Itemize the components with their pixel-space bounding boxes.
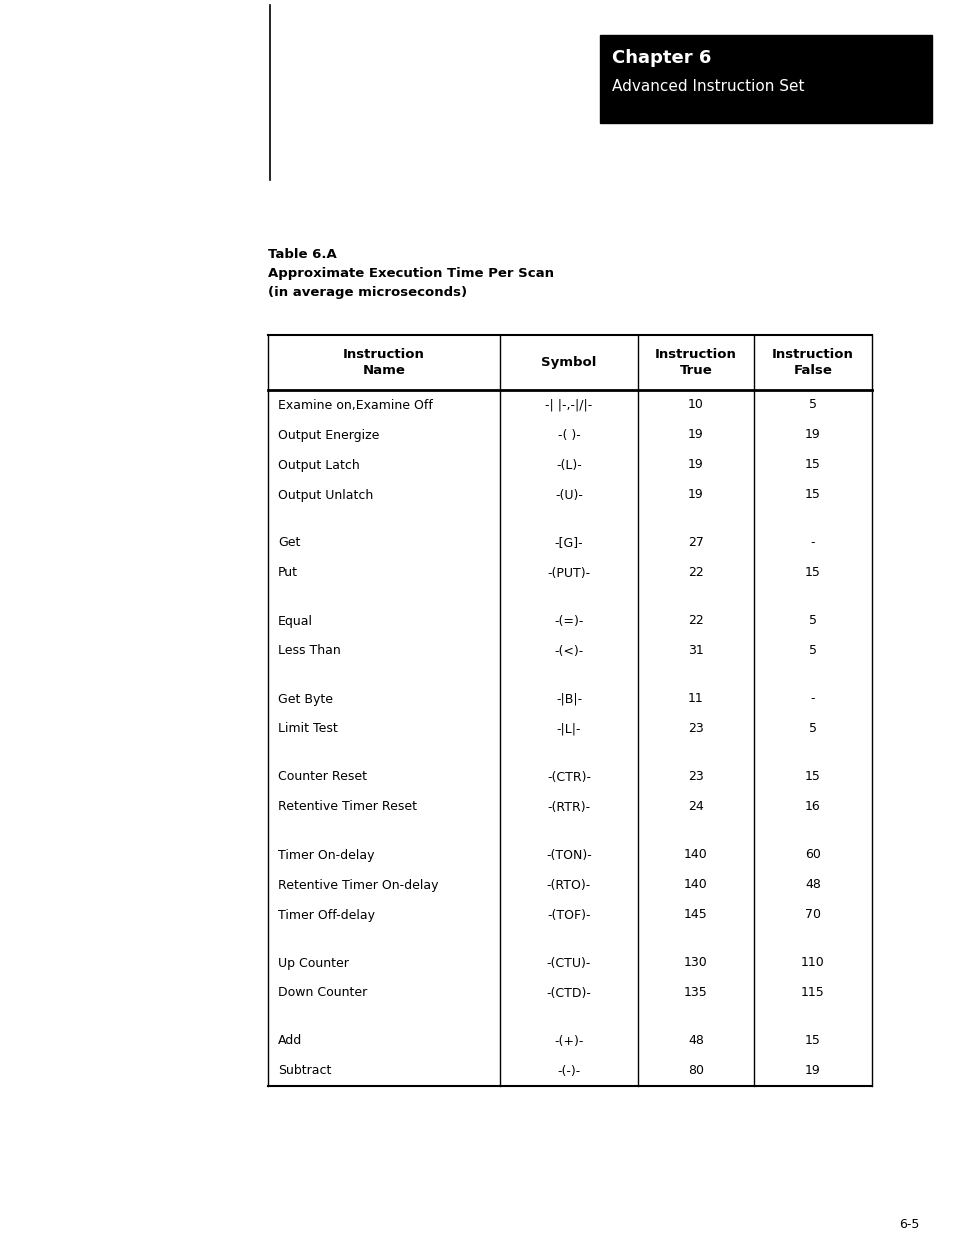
Text: Down Counter: Down Counter (277, 987, 367, 999)
Text: -|L|-: -|L|- (557, 722, 580, 736)
Text: 19: 19 (804, 429, 820, 441)
Text: Table 6.A: Table 6.A (268, 248, 336, 261)
Text: -(+)-: -(+)- (554, 1035, 583, 1047)
Text: Limit Test: Limit Test (277, 722, 337, 736)
Text: 27: 27 (687, 536, 703, 550)
Text: Instruction
False: Instruction False (771, 348, 853, 377)
Text: -[G]-: -[G]- (554, 536, 582, 550)
Text: 15: 15 (804, 1035, 821, 1047)
Text: -(L)-: -(L)- (556, 458, 581, 472)
Text: -: - (810, 693, 815, 705)
Text: 22: 22 (687, 567, 703, 579)
Text: Get Byte: Get Byte (277, 693, 333, 705)
Text: Put: Put (277, 567, 297, 579)
Text: -(TON)-: -(TON)- (545, 848, 591, 862)
Text: -(RTO)-: -(RTO)- (546, 878, 591, 892)
Text: Get: Get (277, 536, 300, 550)
Text: 140: 140 (683, 848, 707, 862)
Text: 16: 16 (804, 800, 820, 814)
Text: -(U)-: -(U)- (555, 489, 582, 501)
Text: 130: 130 (683, 956, 707, 969)
Text: Subtract: Subtract (277, 1065, 331, 1077)
Text: 5: 5 (808, 722, 816, 736)
Text: 19: 19 (687, 429, 703, 441)
Text: -( )-: -( )- (558, 429, 579, 441)
Text: 15: 15 (804, 458, 821, 472)
Text: Counter Reset: Counter Reset (277, 771, 367, 783)
Text: 15: 15 (804, 567, 821, 579)
Text: Examine on,Examine Off: Examine on,Examine Off (277, 399, 433, 411)
Text: 60: 60 (804, 848, 821, 862)
Text: 6-5: 6-5 (899, 1218, 919, 1231)
Text: 23: 23 (687, 771, 703, 783)
Text: Instruction
Name: Instruction Name (343, 348, 424, 377)
Text: 5: 5 (808, 645, 816, 657)
Text: 70: 70 (804, 909, 821, 921)
Text: -(CTR)-: -(CTR)- (546, 771, 590, 783)
Text: Less Than: Less Than (277, 645, 340, 657)
Text: 19: 19 (687, 458, 703, 472)
Text: 15: 15 (804, 771, 821, 783)
Text: Symbol: Symbol (540, 356, 596, 369)
Text: 24: 24 (687, 800, 703, 814)
Text: 135: 135 (683, 987, 707, 999)
Text: 48: 48 (687, 1035, 703, 1047)
Text: Output Latch: Output Latch (277, 458, 359, 472)
Text: 110: 110 (801, 956, 824, 969)
Text: -(<)-: -(<)- (554, 645, 583, 657)
Text: Up Counter: Up Counter (277, 956, 349, 969)
Text: Equal: Equal (277, 615, 313, 627)
Text: 80: 80 (687, 1065, 703, 1077)
Text: 19: 19 (687, 489, 703, 501)
Text: 145: 145 (683, 909, 707, 921)
Text: Chapter 6: Chapter 6 (612, 49, 711, 67)
Text: Instruction
True: Instruction True (655, 348, 736, 377)
Text: Output Unlatch: Output Unlatch (277, 489, 373, 501)
Text: 5: 5 (808, 399, 816, 411)
Text: Advanced Instruction Set: Advanced Instruction Set (612, 79, 803, 94)
Text: -|B|-: -|B|- (556, 693, 581, 705)
Text: -| |-,-|/|-: -| |-,-|/|- (545, 399, 592, 411)
Text: Add: Add (277, 1035, 302, 1047)
Text: 10: 10 (687, 399, 703, 411)
Text: 115: 115 (801, 987, 824, 999)
Text: 22: 22 (687, 615, 703, 627)
Text: 19: 19 (804, 1065, 820, 1077)
Text: -(=)-: -(=)- (554, 615, 583, 627)
Text: -(CTU)-: -(CTU)- (546, 956, 591, 969)
Text: -: - (810, 536, 815, 550)
Text: (in average microseconds): (in average microseconds) (268, 287, 467, 299)
Text: 11: 11 (687, 693, 703, 705)
Text: 5: 5 (808, 615, 816, 627)
Text: 48: 48 (804, 878, 821, 892)
Text: -(-)-: -(-)- (557, 1065, 580, 1077)
Text: 23: 23 (687, 722, 703, 736)
Text: -(TOF)-: -(TOF)- (547, 909, 590, 921)
Bar (599, 35, 931, 124)
Text: Timer Off-delay: Timer Off-delay (277, 909, 375, 921)
Text: Output Energize: Output Energize (277, 429, 379, 441)
Text: -(CTD)-: -(CTD)- (546, 987, 591, 999)
Text: Approximate Execution Time Per Scan: Approximate Execution Time Per Scan (268, 267, 554, 280)
Text: 140: 140 (683, 878, 707, 892)
Text: Retentive Timer On-delay: Retentive Timer On-delay (277, 878, 438, 892)
Text: Timer On-delay: Timer On-delay (277, 848, 375, 862)
Text: 15: 15 (804, 489, 821, 501)
Text: 31: 31 (687, 645, 703, 657)
Text: Retentive Timer Reset: Retentive Timer Reset (277, 800, 416, 814)
Text: -(RTR)-: -(RTR)- (547, 800, 590, 814)
Text: -(PUT)-: -(PUT)- (547, 567, 590, 579)
